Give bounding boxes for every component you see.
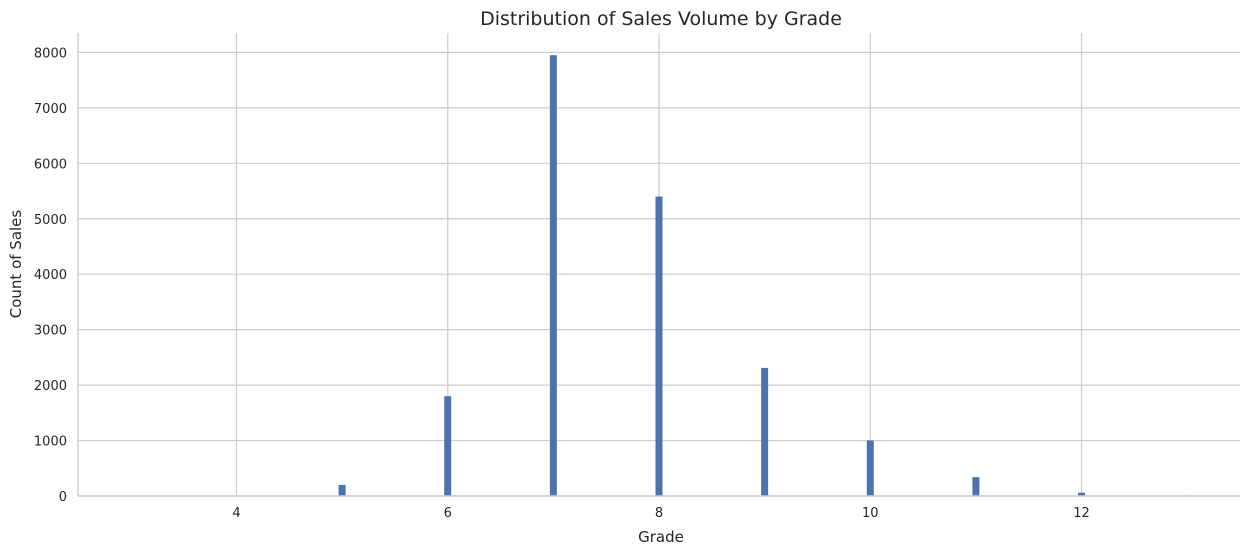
x-axis-label: Grade [638, 528, 684, 546]
x-tick-label: 10 [862, 506, 879, 521]
x-tick-label: 8 [655, 506, 663, 521]
y-tick-label: 6000 [34, 157, 67, 172]
bar [866, 440, 874, 496]
bar [444, 396, 452, 496]
y-tick-label: 1000 [34, 435, 67, 450]
bar [655, 196, 663, 497]
chart-title: Distribution of Sales Volume by Grade [480, 8, 842, 30]
y-tick-label: 3000 [34, 324, 67, 339]
y-tick-label: 7000 [34, 102, 67, 117]
bar [549, 55, 557, 497]
bar [1078, 492, 1086, 496]
y-tick-label: 8000 [34, 46, 67, 61]
y-tick-label: 2000 [34, 379, 67, 394]
x-tick-label: 6 [444, 506, 452, 521]
x-tick-labels: 4 6 8 10 12 [232, 506, 1090, 521]
bar [338, 484, 346, 496]
bar [761, 367, 769, 496]
y-tick-label: 5000 [34, 213, 67, 228]
y-tick-labels: 0 1000 2000 3000 4000 5000 6000 7000 8000 [34, 46, 67, 505]
y-tick-label: 0 [59, 490, 67, 505]
axes [77, 33, 1240, 497]
x-tick-label: 4 [232, 506, 240, 521]
y-axis-label: Count of Sales [7, 210, 25, 319]
x-tick-label: 12 [1073, 506, 1090, 521]
bar [972, 477, 980, 496]
y-tick-label: 4000 [34, 268, 67, 283]
